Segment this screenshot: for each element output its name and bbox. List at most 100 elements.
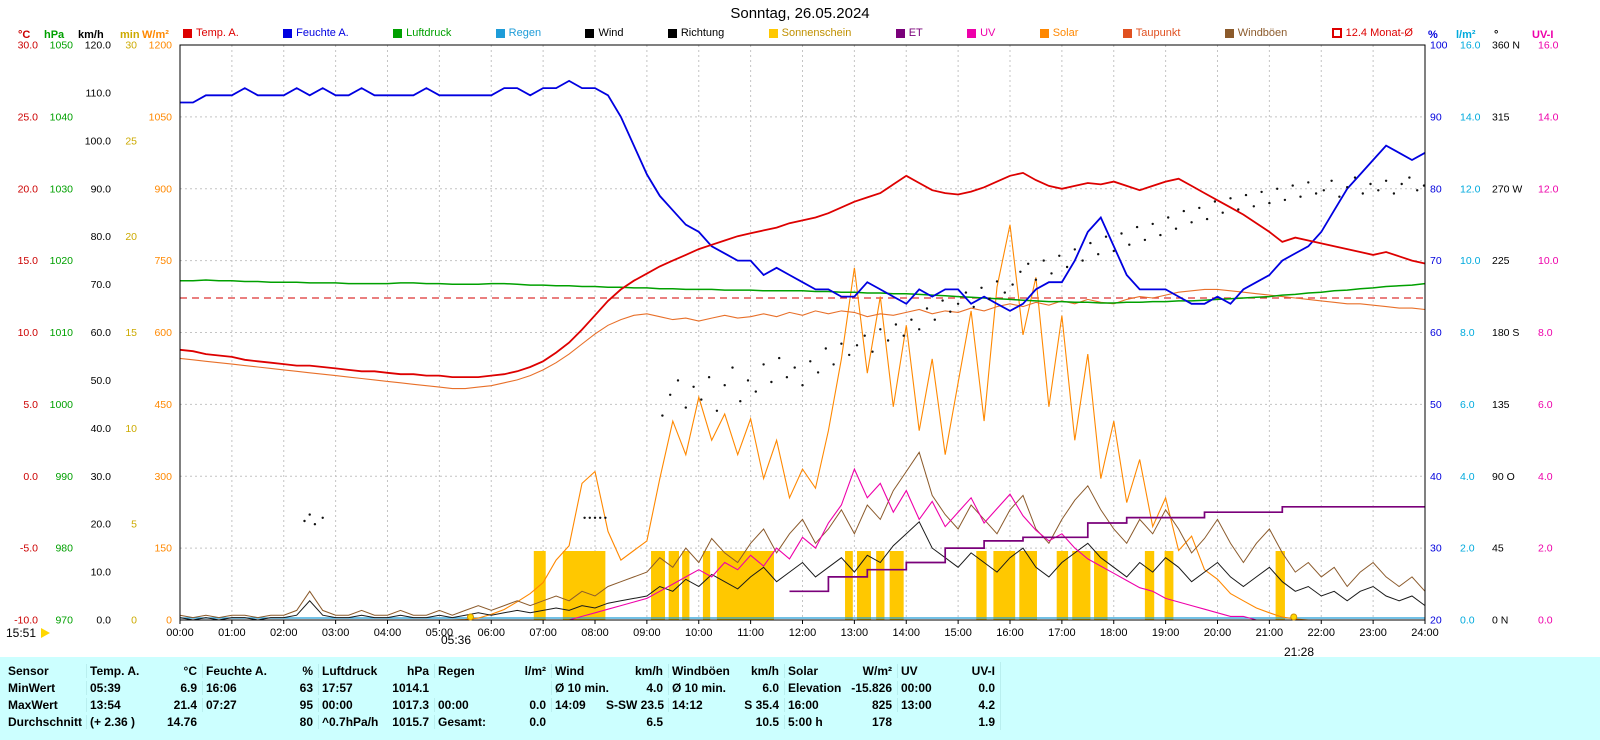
direction-dot	[599, 516, 602, 519]
min-value: 63	[299, 680, 313, 695]
legend-item-richtung: Richtung	[667, 27, 724, 39]
windboeen-swatch-icon	[1224, 28, 1234, 38]
direction-dot	[1322, 189, 1326, 192]
direction-dot	[1244, 193, 1248, 197]
sunshine-bar	[716, 551, 774, 620]
axis-tick-label: 10.0	[1460, 255, 1481, 267]
axis-tick-label: 970	[55, 615, 73, 627]
direction-dot	[661, 414, 664, 417]
axis-tick-label: 60.0	[91, 327, 112, 339]
column-unit: %	[302, 663, 313, 678]
series-taupunkt	[179, 288, 1426, 390]
legend-item-et: ET	[895, 27, 923, 39]
legend-item-feuchte: Feuchte A.	[283, 27, 349, 39]
axis-tick-label: 60	[1430, 327, 1442, 339]
direction-dot	[980, 286, 983, 289]
direction-dot	[588, 516, 591, 519]
axis-tick-label: 90	[1430, 111, 1442, 123]
axis-tick-label: 180 S	[1492, 327, 1519, 339]
min-time: 00:00	[897, 680, 947, 695]
max-value: 0.0	[529, 697, 546, 712]
direction-dot	[816, 371, 820, 374]
direction-dot	[715, 409, 719, 412]
sunshine-bar	[976, 551, 987, 620]
direction-dot	[1089, 241, 1092, 245]
sunrise-time: 05:36	[441, 633, 472, 647]
legend-item-temp: Temp. A.	[183, 27, 239, 39]
axis-tick-label: 80.0	[91, 231, 112, 243]
direction-dot	[988, 297, 991, 301]
direction-dot	[785, 376, 789, 379]
axis-tick-label: 70.0	[91, 279, 112, 291]
et-swatch-icon	[895, 28, 905, 38]
direction-dot	[1361, 192, 1365, 195]
x-tick-label: 07:00	[529, 627, 557, 639]
axis-tick-label: 50.0	[91, 375, 112, 387]
direction-dot	[972, 305, 975, 309]
axis-unit-temp: °C	[18, 29, 30, 41]
axis-tick-label: 20	[125, 231, 137, 243]
avg-value: 0.0	[529, 714, 546, 729]
direction-dot	[863, 334, 866, 337]
axis-tick-label: 8.0	[1538, 327, 1553, 339]
axis-tick-label: 980	[55, 543, 73, 555]
axis-tick-label: 1000	[50, 399, 74, 411]
legend-label: Luftdruck	[406, 27, 452, 39]
sunshine-bar	[702, 551, 711, 620]
series-windboeen	[179, 451, 1426, 619]
max-value: S 35.4	[744, 697, 779, 712]
sunset-time: 21:28	[1284, 645, 1315, 659]
filler	[1000, 696, 1600, 713]
x-tick-label: 05:00	[426, 627, 454, 639]
x-tick-label: 23:00	[1359, 627, 1387, 639]
min-time: 05:39	[86, 680, 144, 695]
direction-dot	[1205, 217, 1209, 221]
direction-dot	[692, 385, 695, 388]
column-unit: UV-I	[971, 663, 995, 678]
axis-tick-label: 1040	[50, 111, 74, 123]
min-time: Elevation	[784, 680, 844, 695]
direction-dot	[1151, 222, 1154, 226]
axis-unit-kmh: km/h	[78, 29, 104, 41]
richtung-swatch-icon	[667, 28, 677, 38]
legend-label: Solar	[1052, 27, 1079, 39]
sunshine-bar	[668, 551, 680, 620]
filler	[1000, 713, 1600, 730]
axis-unit-wm2: W/m²	[142, 29, 169, 41]
avg-value: 1015.7	[392, 714, 429, 729]
direction-dot	[848, 353, 851, 357]
table-corner-label: Sensor	[8, 663, 49, 678]
direction-dot	[1128, 243, 1131, 246]
axis-tick-label: 1020	[50, 255, 74, 267]
direction-dot	[995, 280, 999, 283]
direction-dot	[879, 328, 882, 331]
direction-dot	[593, 516, 597, 519]
legend-label: Regen	[508, 27, 542, 39]
x-tick-label: 11:00	[737, 627, 764, 639]
legend-item-uv: UV	[967, 27, 995, 39]
direction-dot	[793, 366, 796, 369]
axis-tick-label: 30	[125, 40, 137, 52]
axis-tick-label: 16.0	[1538, 40, 1559, 52]
direction-dot	[855, 344, 859, 347]
axis-unit-hpa: hPa	[44, 29, 65, 41]
axis-tick-label: 20	[1430, 615, 1442, 627]
sunshine-bar	[1144, 551, 1155, 620]
row-label: MinWert	[8, 680, 56, 695]
solar-swatch-icon	[1039, 28, 1049, 38]
column-name: Luftdruck	[318, 663, 380, 678]
stats-table: Sensor Temp. A. °C Feuchte A.% Luftdruck hPa R…	[0, 657, 1600, 740]
max-time: 16:00	[784, 697, 844, 712]
direction-dot	[707, 376, 711, 379]
direction-dot	[321, 516, 324, 519]
direction-dot	[739, 400, 742, 403]
direction-dot	[1330, 179, 1333, 182]
axis-tick-label: 0.0	[1460, 615, 1475, 627]
direction-dot	[840, 342, 843, 345]
direction-dot	[871, 350, 874, 353]
legend-item-wind: Wind	[585, 27, 624, 39]
max-time: 13:00	[897, 697, 947, 712]
column-name: Windböen	[668, 663, 730, 678]
column-unit: °C	[183, 663, 197, 678]
axis-unit-sunmin: min	[120, 29, 140, 41]
